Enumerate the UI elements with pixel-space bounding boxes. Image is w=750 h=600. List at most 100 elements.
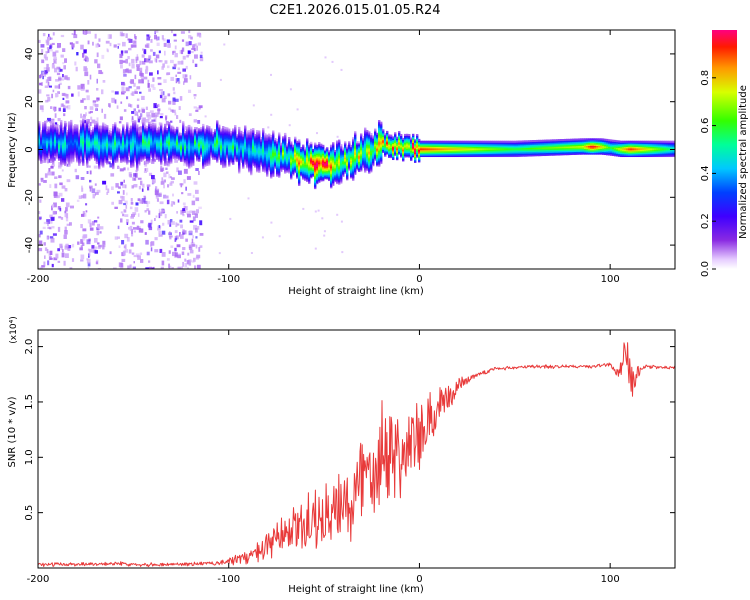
- ridge-cell: [330, 174, 333, 177]
- ridge-cell: [278, 139, 281, 142]
- scatter-cell: [156, 36, 160, 41]
- ridge-cell: [320, 175, 323, 178]
- scatter-cell: [138, 186, 141, 190]
- ridge-cell: [52, 121, 55, 124]
- scatter-cell: [117, 225, 120, 230]
- ridge-cell: [288, 148, 291, 151]
- ridge-cell: [66, 130, 69, 133]
- scatter-cell: [141, 54, 145, 58]
- ridge-cell: [80, 123, 83, 126]
- scatter-cell: [154, 34, 157, 40]
- ridge-cell: [190, 128, 193, 131]
- scatter-cell: [83, 49, 87, 54]
- ridge-cell: [246, 159, 249, 162]
- ridge-cell: [110, 136, 113, 139]
- ridge-cell: [140, 142, 143, 145]
- ridge-cell: [244, 147, 247, 150]
- scatter-cell: [176, 167, 179, 173]
- ridge-cell: [88, 151, 91, 154]
- ridge-cell: [188, 140, 191, 143]
- ridge-cell: [182, 134, 185, 137]
- ridge-cell: [76, 157, 79, 160]
- ridge-cell: [52, 157, 55, 160]
- ridge-cell: [208, 144, 211, 147]
- ridge-cell: [306, 154, 309, 157]
- ridge-cell: [324, 151, 327, 154]
- ridge-cell: [222, 130, 225, 133]
- scatter-cell: [55, 79, 59, 82]
- scatter-cell: [49, 121, 53, 123]
- ridge-cell: [86, 162, 89, 165]
- ridge-cell: [324, 171, 327, 174]
- ridge-cell: [284, 154, 287, 157]
- scatter-cell: [45, 56, 48, 61]
- ridge-cell: [40, 160, 43, 163]
- ridge-cell: [106, 142, 109, 145]
- ridge-cell: [170, 161, 173, 164]
- ridge-cell: [96, 128, 99, 131]
- ridge-cell: [90, 134, 93, 137]
- ridge-cell: [148, 155, 151, 158]
- ridge-cell: [300, 167, 303, 170]
- ridge-cell: [272, 147, 275, 150]
- scatter-cell: [161, 177, 164, 182]
- ridge-cell: [46, 149, 49, 152]
- ridge-cell: [116, 139, 119, 142]
- ridge-cell: [156, 152, 159, 155]
- ridge-cell: [234, 135, 237, 138]
- ridge-cell: [128, 146, 131, 149]
- ridge-cell: [48, 148, 51, 151]
- ridge-cell: [64, 129, 67, 132]
- scatter-cell: [109, 163, 113, 168]
- ridge-cell: [212, 156, 215, 159]
- ridge-cell: [284, 150, 287, 153]
- ridge-cell: [194, 138, 197, 141]
- ridge-cell: [226, 147, 229, 150]
- ridge-cell: [288, 171, 291, 174]
- ridge-cell: [146, 160, 149, 163]
- ridge-cell: [124, 150, 127, 153]
- ridge-cell: [112, 147, 115, 150]
- scatter-cell: [128, 69, 132, 74]
- ridge-cell: [114, 126, 117, 129]
- ridge-cell: [314, 144, 317, 147]
- ridge-cell: [276, 174, 279, 177]
- scatter-cell: [40, 73, 43, 78]
- ridge-cell: [126, 125, 129, 128]
- ridge-cell: [102, 145, 105, 148]
- ridge-cell: [114, 156, 117, 159]
- ridge-cell: [84, 141, 87, 144]
- ridge-cell: [134, 124, 137, 127]
- ridge-cell: [138, 134, 141, 137]
- ridge-cell: [150, 127, 153, 130]
- ridge-cell: [310, 166, 313, 169]
- ridge-cell: [86, 142, 89, 145]
- ridge-cell: [222, 160, 225, 163]
- ridge-cell: [124, 157, 127, 160]
- ridge-cell: [48, 146, 51, 149]
- scatter-cell: [61, 92, 66, 96]
- ridge-cell: [84, 124, 87, 127]
- ridge-cell: [188, 159, 191, 162]
- ridge-cell: [234, 146, 237, 149]
- scatter-cell: [199, 57, 204, 62]
- ridge-cell: [320, 149, 323, 152]
- ridge-cell: [188, 142, 191, 145]
- ridge-cell: [130, 135, 133, 138]
- ridge-cell: [292, 151, 295, 154]
- ridge-cell: [100, 142, 103, 145]
- scatter-cell: [83, 234, 88, 238]
- ridge-cell: [124, 140, 127, 143]
- ridge-cell: [166, 153, 169, 156]
- ridge-cell: [82, 136, 85, 139]
- ridge-cell: [224, 162, 227, 165]
- ridge-cell: [158, 132, 161, 135]
- ridge-cell: [122, 150, 125, 153]
- ridge-cell: [54, 129, 57, 132]
- ridge-cell: [132, 139, 135, 142]
- ridge-cell: [68, 142, 71, 145]
- ridge-cell: [294, 152, 297, 155]
- ridge-cell: [208, 129, 211, 132]
- ridge-cell: [254, 151, 257, 154]
- ridge-cell: [290, 161, 293, 164]
